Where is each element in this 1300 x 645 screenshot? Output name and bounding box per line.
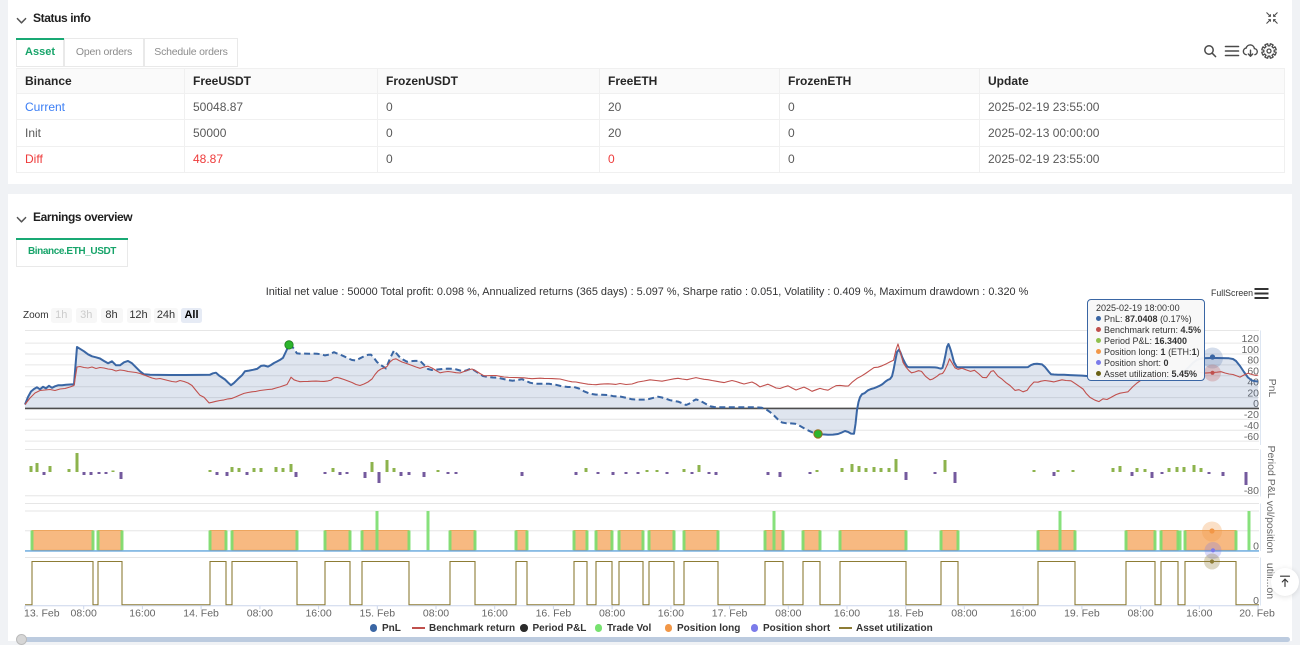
svg-text:16:00: 16:00 <box>834 608 860 620</box>
svg-text:08:00: 08:00 <box>71 608 97 620</box>
svg-text:08:00: 08:00 <box>247 608 273 620</box>
svg-text:08:00: 08:00 <box>1127 608 1153 620</box>
svg-text:08:00: 08:00 <box>775 608 801 620</box>
svg-text:-40: -40 <box>1244 420 1259 432</box>
svg-text:PnL: PnL <box>1266 379 1278 398</box>
svg-text:vol/position: vol/position <box>1264 501 1276 554</box>
svg-text:0: 0 <box>1253 595 1259 607</box>
svg-text:0: 0 <box>1253 540 1259 552</box>
svg-text:16:00: 16:00 <box>129 608 155 620</box>
svg-text:20: 20 <box>1247 387 1259 399</box>
svg-text:16. Feb: 16. Feb <box>536 608 572 620</box>
svg-text:-80: -80 <box>1244 485 1259 497</box>
svg-text:08:00: 08:00 <box>423 608 449 620</box>
svg-text:15. Feb: 15. Feb <box>359 608 395 620</box>
svg-text:16:00: 16:00 <box>305 608 331 620</box>
svg-text:20. Feb: 20. Feb <box>1239 608 1275 620</box>
svg-text:16:00: 16:00 <box>1186 608 1212 620</box>
svg-text:-20: -20 <box>1244 409 1259 421</box>
svg-text:17. Feb: 17. Feb <box>712 608 748 620</box>
svg-text:80: 80 <box>1247 355 1259 367</box>
svg-text:14. Feb: 14. Feb <box>183 608 219 620</box>
svg-text:0: 0 <box>1253 398 1259 410</box>
svg-text:18. Feb: 18. Feb <box>888 608 924 620</box>
svg-text:100: 100 <box>1241 344 1259 356</box>
svg-text:13. Feb: 13. Feb <box>24 608 60 620</box>
svg-text:120: 120 <box>1241 333 1259 345</box>
svg-text:40: 40 <box>1247 377 1259 389</box>
svg-text:19. Feb: 19. Feb <box>1064 608 1100 620</box>
svg-text:16:00: 16:00 <box>1010 608 1036 620</box>
svg-text:16:00: 16:00 <box>658 608 684 620</box>
svg-text:16:00: 16:00 <box>482 608 508 620</box>
svg-text:Period P&L: Period P&L <box>1265 445 1277 498</box>
svg-text:-60: -60 <box>1244 431 1259 443</box>
svg-text:08:00: 08:00 <box>951 608 977 620</box>
svg-text:08:00: 08:00 <box>599 608 625 620</box>
svg-text:60: 60 <box>1247 366 1259 378</box>
